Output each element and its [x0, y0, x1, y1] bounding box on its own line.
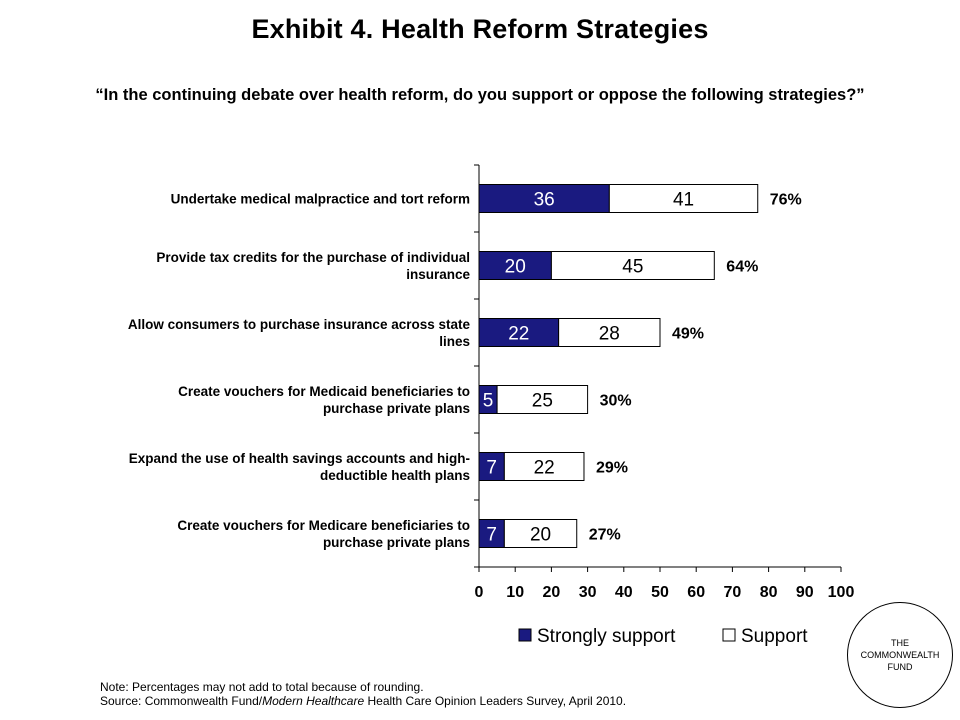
data-label-support: 45 [622, 257, 643, 278]
bar-strongly-support [478, 318, 560, 347]
data-label-strongly-support: 7 [486, 525, 497, 546]
data-label-support: 41 [673, 190, 694, 211]
source-text: Source: Commonwealth Fund/Modern Healthc… [100, 694, 627, 708]
page-title: Exhibit 4. Health Reform Strategies [251, 14, 709, 44]
total-label: 49% [672, 326, 704, 343]
x-tick-label: 30 [579, 584, 597, 601]
category-label: purchase private plans [323, 401, 470, 416]
category-label: insurance [406, 267, 470, 282]
category-label: Expand the use of health savings account… [129, 451, 470, 466]
total-label: 76% [770, 192, 802, 209]
data-label-strongly-support: 5 [483, 391, 494, 412]
legend-swatch-support [722, 628, 736, 642]
note-text: Note: Percentages may not add to total b… [100, 680, 424, 694]
bar-support [550, 251, 715, 280]
x-tick-label: 40 [615, 584, 633, 601]
data-label-support: 28 [599, 324, 620, 345]
data-label-support: 22 [534, 458, 555, 479]
data-label-strongly-support: 22 [508, 324, 529, 345]
x-tick-label: 60 [687, 584, 705, 601]
bar-strongly-support [478, 452, 505, 481]
data-label-strongly-support: 36 [534, 190, 555, 211]
category-label: Allow consumers to purchase insurance ac… [128, 317, 471, 332]
legend-label-support: Support [741, 626, 808, 647]
data-label-strongly-support: 7 [486, 458, 497, 479]
x-tick-label: 0 [475, 584, 484, 601]
bar-support [558, 318, 661, 347]
x-tick-label: 80 [760, 584, 778, 601]
bar-support [608, 184, 759, 213]
x-tick-label: 20 [543, 584, 561, 601]
x-tick-label: 10 [506, 584, 524, 601]
bar-support [503, 452, 585, 481]
total-label: 27% [589, 527, 621, 544]
legend-label-strongly-support: Strongly support [537, 626, 676, 647]
legend-swatch-strongly-support [518, 628, 532, 642]
bar-strongly-support [478, 251, 552, 280]
x-tick-label: 100 [828, 584, 855, 601]
survey-question: “In the continuing debate over health re… [95, 86, 865, 104]
x-tick-label: 70 [724, 584, 742, 601]
category-label: lines [439, 334, 470, 349]
commonwealth-fund-logo: THE COMMONWEALTH FUND [847, 602, 953, 708]
category-label: deductible health plans [320, 468, 470, 483]
total-label: 29% [596, 460, 628, 477]
category-label: Create vouchers for Medicare beneficiari… [177, 518, 470, 533]
data-label-support: 25 [532, 391, 553, 412]
total-label: 30% [600, 393, 632, 410]
footnote: Note: Percentages may not add to total b… [100, 680, 626, 708]
x-tick-label: 90 [796, 584, 814, 601]
category-label: purchase private plans [323, 535, 470, 550]
category-label: Provide tax credits for the purchase of … [156, 250, 470, 265]
category-label: Create vouchers for Medicaid beneficiari… [178, 384, 470, 399]
total-label: 64% [726, 259, 758, 276]
x-tick-label: 50 [651, 584, 669, 601]
category-label: Undertake medical malpractice and tort r… [171, 192, 470, 207]
bar-support [503, 519, 578, 548]
data-label-strongly-support: 20 [505, 257, 526, 278]
bar-support [496, 385, 589, 414]
data-label-support: 20 [530, 525, 551, 546]
bar-strongly-support [478, 184, 610, 213]
